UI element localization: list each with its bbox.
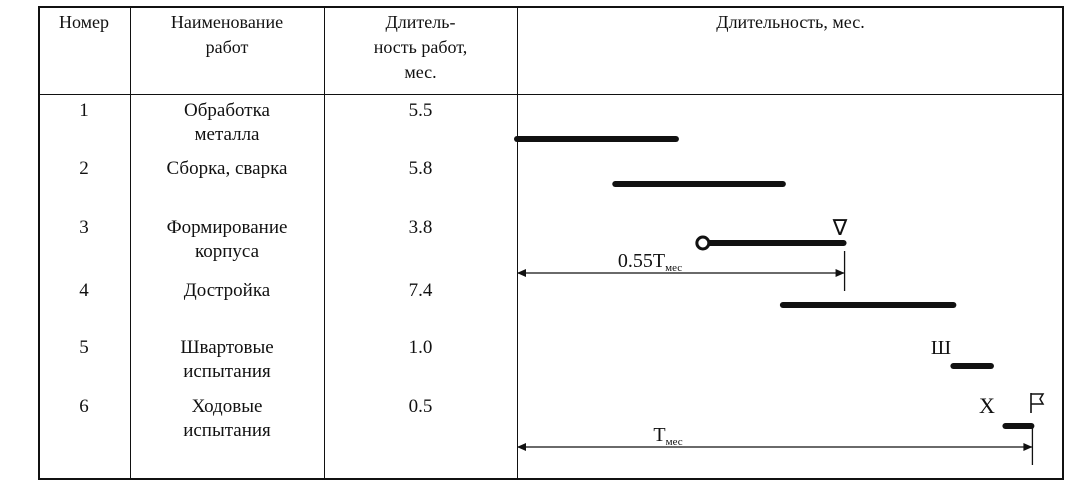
row-number: 4 xyxy=(79,280,89,301)
row-number: 5 xyxy=(79,337,89,358)
dimension-label-main: 0.55T xyxy=(618,250,665,272)
dimension-label: 0.55Tмес xyxy=(618,250,682,274)
row-duration: 1.0 xyxy=(408,337,433,358)
row-name-line: испытания xyxy=(183,361,271,382)
row-duration: 3.8 xyxy=(408,217,433,238)
row-duration: 5.5 xyxy=(408,100,433,121)
row-name: Сборка, сварка xyxy=(130,157,324,181)
col-divider xyxy=(324,6,325,480)
header-duration: Длитель- ность работ, мес. xyxy=(324,10,517,85)
row-name-line: Достройка xyxy=(183,280,271,301)
sh-marker: Ш xyxy=(931,337,951,359)
header-duration-line: Длитель- xyxy=(385,12,456,32)
start-marker-circle xyxy=(695,235,711,251)
row-number: 2 xyxy=(79,158,89,179)
dimension-label-main: T xyxy=(653,424,665,446)
row-duration: 5.8 xyxy=(408,158,433,179)
triangle-marker: ∇ xyxy=(832,216,848,241)
row-name-line: корпуса xyxy=(194,241,260,262)
header-duration-line: ность работ, xyxy=(373,37,468,57)
arrow-left-icon xyxy=(517,443,526,451)
header-name-line: Наименование xyxy=(170,12,284,32)
header-duration-line: мес. xyxy=(404,62,437,82)
col-divider xyxy=(517,6,518,480)
row-name-line: Сборка, сварка xyxy=(166,158,288,179)
header-divider xyxy=(38,94,1064,95)
header-name: Наименование работ xyxy=(130,10,324,60)
row-number: 6 xyxy=(79,396,89,417)
row-name: Формирование корпуса xyxy=(130,216,324,264)
row-name: Достройка xyxy=(130,279,324,303)
col-divider xyxy=(130,6,131,480)
dimension-label: Tмес xyxy=(653,424,682,448)
row-name-line: Обработка xyxy=(184,100,270,121)
header-chart: Длительность, мес. xyxy=(716,12,865,32)
row-duration: 7.4 xyxy=(408,280,433,301)
row-name-line: металла xyxy=(194,124,260,145)
arrow-right-icon xyxy=(835,269,845,277)
header-number: Номер xyxy=(58,12,110,32)
dimension-label-sub: мес xyxy=(666,436,683,448)
row-name: Обработка металла xyxy=(130,99,324,147)
row-number: 3 xyxy=(79,217,89,238)
header-name-line: работ xyxy=(205,37,249,57)
flag-icon xyxy=(1031,393,1045,405)
row-duration: 0.5 xyxy=(408,396,433,417)
table-frame xyxy=(38,6,1064,480)
row-name: Ходовые испытания xyxy=(130,395,324,443)
row-name-line: Ходовые xyxy=(191,396,263,417)
row-name-line: Швартовые xyxy=(180,337,274,358)
arrow-right-icon xyxy=(1023,443,1033,451)
arrow-left-icon xyxy=(517,269,526,277)
row-name-line: испытания xyxy=(183,420,271,441)
row-name: Швартовые испытания xyxy=(130,336,324,384)
row-name-line: Формирование xyxy=(166,217,288,238)
row-number: 1 xyxy=(79,100,89,121)
kh-marker: Х xyxy=(979,393,995,418)
dimension-label-sub: мес xyxy=(665,262,682,274)
